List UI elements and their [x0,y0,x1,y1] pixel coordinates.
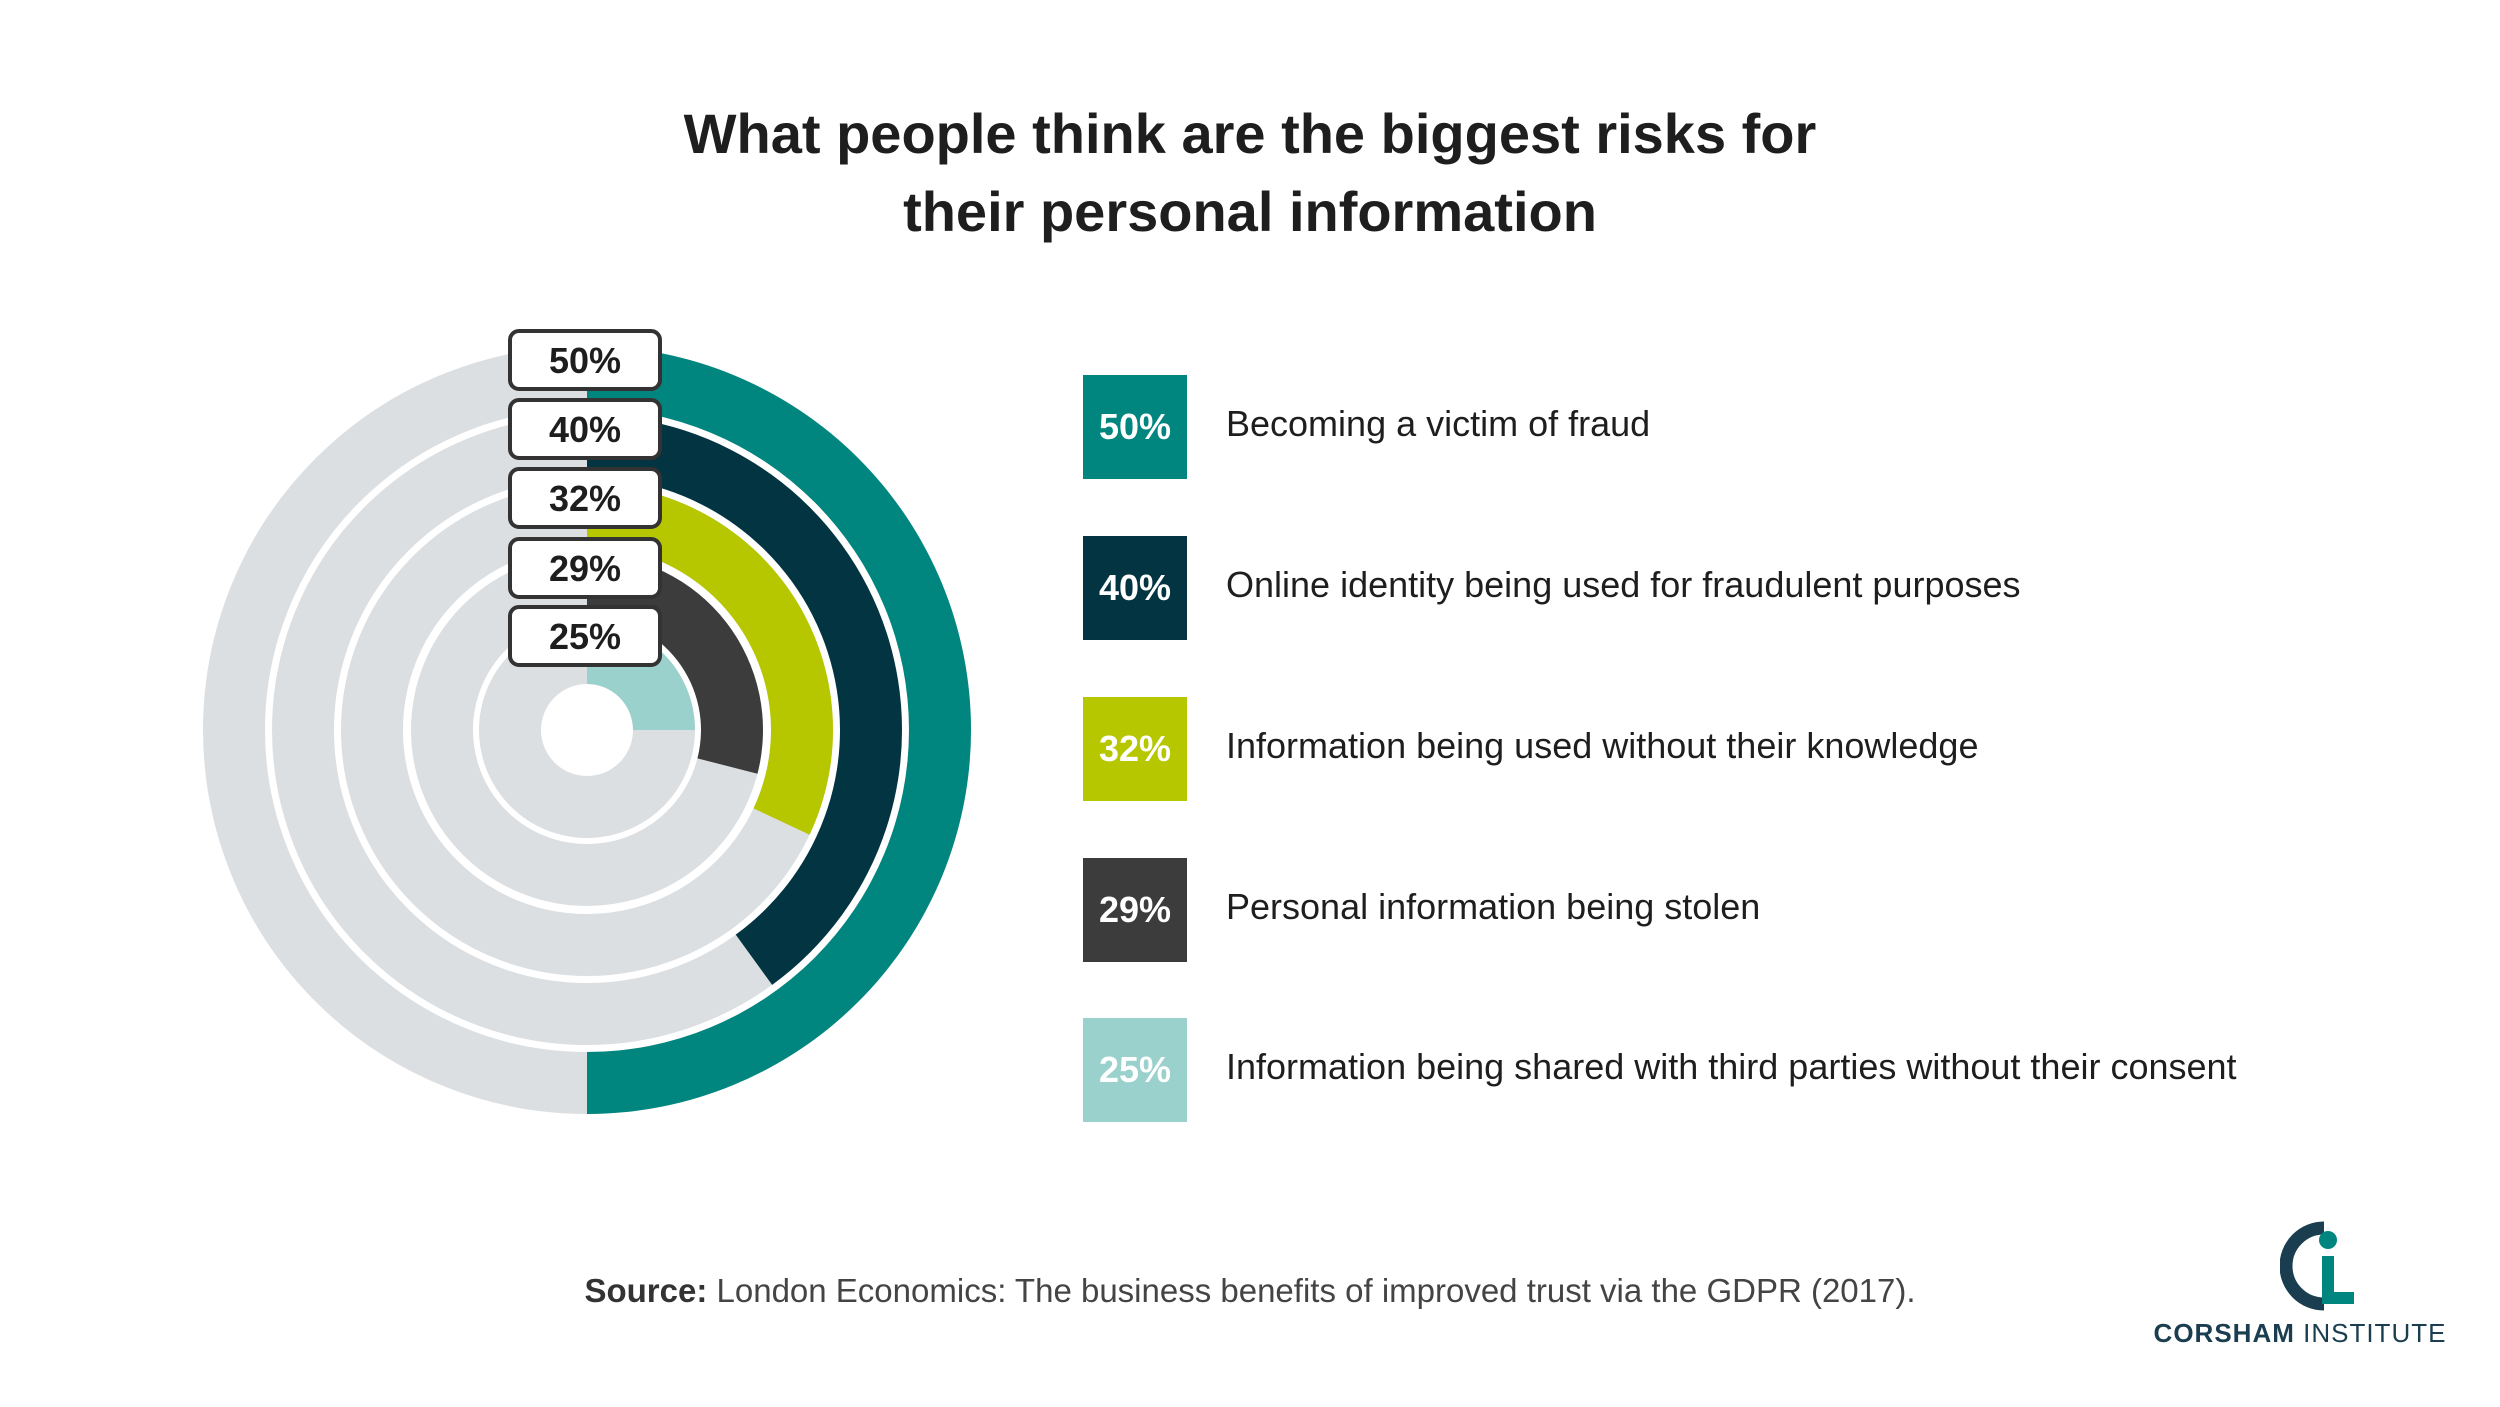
value-label-box [508,329,662,391]
legend-label: Information being used without their kno… [1226,725,1979,766]
chart-title-line1: What people think are the biggest risks … [683,102,1817,165]
legend-value: 25% [1098,1049,1172,1090]
value-label-text: 50% [549,340,621,381]
legend-swatch: 32% [1083,697,1187,801]
legend-value: 40% [1098,567,1172,608]
logo-name-bold: CORSHAM [2153,1318,2295,1348]
radial-bar [587,415,902,985]
legend-swatch: 40% [1083,536,1187,640]
source-text: London Economics: The business benefits … [707,1272,1916,1309]
legend-label: Information being shared with third part… [1226,1046,2237,1087]
legend-swatch: 25% [1083,1018,1187,1122]
value-label-box [508,467,662,529]
legend-value: 29% [1098,889,1172,930]
value-label: 29% [508,537,662,599]
value-label-text: 29% [549,548,621,589]
source-prefix: Source: [584,1272,708,1309]
value-label: 32% [508,467,662,529]
value-label-text: 40% [549,409,621,450]
value-label-text: 32% [549,478,621,519]
legend-swatch: 29% [1083,858,1187,962]
value-label-box [508,605,662,667]
chart-title-line2: their personal information [903,180,1597,243]
radial-bar [587,346,971,1114]
value-label-box [508,537,662,599]
legend-swatch: 50% [1083,375,1187,479]
value-label: 25% [508,605,662,667]
logo-name-rest: INSTITUTE [2294,1318,2447,1348]
logo-mark-icon [2280,1221,2354,1311]
chart-title: What people think are the biggest risks … [0,95,2500,251]
radial-bar [587,484,833,835]
legend-value: 32% [1098,728,1172,769]
value-label-box [508,398,662,460]
value-label: 50% [508,329,662,391]
legend-label: Personal information being stolen [1226,886,1761,927]
value-label: 40% [508,398,662,460]
legend-label: Online identity being used for fraudulen… [1226,564,2021,605]
corsham-institute-logo: CORSHAM INSTITUTE [2140,1218,2460,1358]
legend-label: Becoming a victim of fraud [1226,403,1651,444]
source-note: Source: London Economics: The business b… [0,1272,2500,1310]
legend-value: 50% [1098,406,1172,447]
logo-text: CORSHAM INSTITUTE [2140,1318,2460,1349]
value-label-text: 25% [549,616,621,657]
